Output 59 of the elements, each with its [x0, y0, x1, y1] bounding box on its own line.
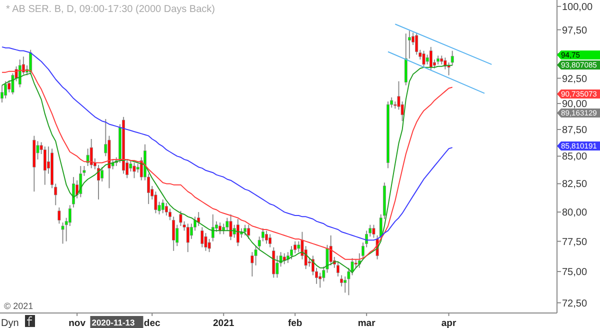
candlestick: [43, 146, 46, 186]
y-tick-label: 77,50: [562, 236, 588, 248]
y-tick-label: 72,50: [562, 298, 588, 310]
candlestick: [58, 206, 61, 224]
y-tick-label: 82,50: [562, 179, 588, 190]
candlestick: [4, 80, 8, 99]
candlestick: [290, 246, 293, 260]
y-tick-label: 75,00: [562, 267, 588, 278]
candlestick: [404, 33, 408, 86]
candlestick: [0, 84, 4, 103]
y-tick-label: 90,00: [562, 99, 588, 110]
annotation: © 2021: [4, 301, 34, 311]
candlestick: [422, 50, 426, 68]
x-tick-label: 2020-11-13: [92, 318, 136, 328]
candlestick: [426, 54, 429, 65]
candlestick: [244, 224, 247, 236]
candlestick: [229, 214, 232, 241]
candlestick: [247, 224, 250, 240]
x-tick-label: mar: [358, 318, 376, 328]
candlestick: [186, 223, 190, 253]
candlestick: [268, 234, 272, 248]
candlestick: [236, 218, 240, 247]
x-tick-label: nov: [68, 318, 86, 328]
y-tick-label: 92,50: [562, 74, 588, 85]
candlestick: [372, 224, 376, 238]
candlestick: [282, 252, 286, 265]
x-tick-label: 2021: [213, 318, 235, 328]
candlestick: [429, 46, 432, 71]
y-tick-label: 87,50: [562, 124, 588, 136]
candlestick: [265, 230, 268, 244]
x-tick-label: dec: [144, 318, 160, 328]
candlestick: [61, 222, 64, 244]
candlestick: [336, 261, 340, 277]
x-tick-label: feb: [288, 318, 302, 328]
candlestick: [86, 148, 90, 166]
candlestick: [18, 59, 22, 88]
y-tick-label: 80,00: [562, 208, 588, 219]
candlestick: [415, 32, 418, 56]
y-tick-label: 100,00: [562, 2, 594, 13]
candlestick: [272, 246, 276, 278]
x-tick-label: apr: [441, 318, 456, 328]
candlestick: [211, 214, 214, 242]
candlestick: [161, 198, 164, 214]
chart-title: * AB SER. B, D, 09:00-17:30 (2000 Days Back): [6, 4, 215, 15]
candlestick: [200, 226, 204, 248]
candlestick: [29, 49, 32, 75]
candlestick: [100, 166, 104, 182]
candlestick: [197, 212, 200, 226]
y-tick-label: 85,00: [562, 152, 588, 163]
candlestick: [179, 210, 182, 226]
candlestick: [218, 222, 222, 235]
candlestick: [72, 176, 75, 208]
candlestick: [90, 138, 93, 169]
candlestick: [164, 202, 168, 216]
candlestick: [132, 162, 136, 179]
text: Dyn: [1, 318, 19, 328]
y-tick-label: 97,50: [562, 25, 588, 36]
candlestick: [297, 240, 300, 253]
candlestick: [79, 166, 82, 198]
